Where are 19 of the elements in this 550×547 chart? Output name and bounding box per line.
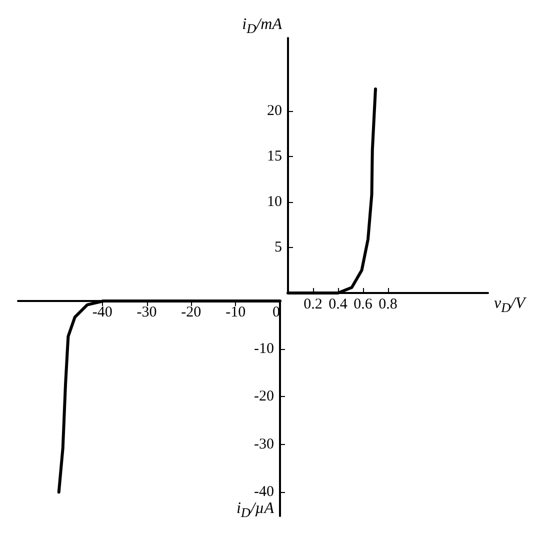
x-tick-label: 0.8 bbox=[378, 296, 398, 312]
y-tick-label: 15 bbox=[267, 148, 282, 164]
y-tick-label: 5 bbox=[274, 239, 282, 256]
x-tick-label: 0.4 bbox=[328, 296, 348, 312]
x-tick-label: -30 bbox=[136, 304, 157, 320]
y-tick-label: 20 bbox=[267, 102, 282, 119]
y-tick-label: -10 bbox=[254, 340, 274, 357]
y-tick-label: -40 bbox=[254, 484, 274, 500]
x-tick-label: 0.6 bbox=[354, 296, 373, 312]
x-tick-label: -40 bbox=[92, 304, 112, 320]
y-axis-title: i$_{D}$/µA bbox=[236, 500, 274, 522]
y-tick-label: 10 bbox=[267, 194, 282, 210]
x-tick-label: -10 bbox=[226, 304, 246, 320]
y-tick-label: -30 bbox=[254, 436, 274, 452]
y-axis-title: i$_{D}$/mA bbox=[242, 16, 282, 38]
x-tick-label: -20 bbox=[181, 304, 202, 320]
y-tick-label: -20 bbox=[254, 388, 274, 405]
x-axis-title: v$_{D}$/V bbox=[494, 295, 525, 318]
x-tick-label: 0.2 bbox=[304, 296, 322, 312]
